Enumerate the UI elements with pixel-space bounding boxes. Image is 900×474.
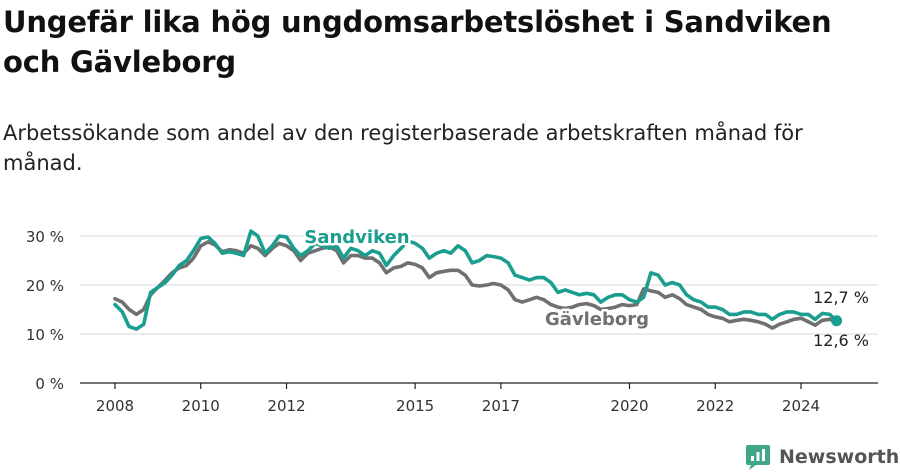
x-tick-label: 2012 bbox=[267, 397, 305, 415]
end-label-gavleborg: 12,6 % bbox=[813, 331, 869, 350]
x-tick-label: 2010 bbox=[182, 397, 220, 415]
axes: 0 % 10 % 20 % 30 % 2008 2010 2012 2015 2017 2020 2… bbox=[26, 228, 878, 415]
end-marker-sandviken bbox=[831, 315, 843, 327]
newsworthy-logo-icon bbox=[746, 445, 770, 470]
x-tick-label: 2008 bbox=[96, 397, 134, 415]
x-tick-label: 2017 bbox=[482, 397, 520, 415]
y-tick-label: 30 % bbox=[26, 228, 64, 246]
x-tick-label: 2024 bbox=[782, 397, 820, 415]
x-tick-label: 2022 bbox=[696, 397, 734, 415]
y-tick-label: 20 % bbox=[26, 277, 64, 295]
x-tick-label: 2015 bbox=[396, 397, 434, 415]
series-name-sandviken: Sandviken bbox=[304, 227, 409, 248]
newsworthy-logo: Newsworthy bbox=[745, 441, 900, 473]
newsworthy-wordmark: Newsworthy bbox=[779, 446, 900, 468]
x-tick-label: 2020 bbox=[610, 397, 648, 415]
label-group: Gävleborg Sandviken 12,7 % 12,6 % bbox=[302, 225, 869, 351]
y-tick-label: 0 % bbox=[35, 375, 64, 393]
chart-subtitle: Arbetssökande som andel av den registerb… bbox=[3, 121, 803, 175]
series-group bbox=[113, 229, 839, 331]
end-label-sandviken: 12,7 % bbox=[813, 288, 869, 307]
series-line-gavleborg bbox=[113, 240, 839, 330]
y-tick-label: 10 % bbox=[26, 326, 64, 344]
series-line-sandviken bbox=[113, 229, 839, 331]
page-title: Ungefär lika hög ungdomsarbetslöshet i S… bbox=[3, 5, 832, 79]
series-name-gavleborg: Gävleborg bbox=[545, 309, 649, 330]
